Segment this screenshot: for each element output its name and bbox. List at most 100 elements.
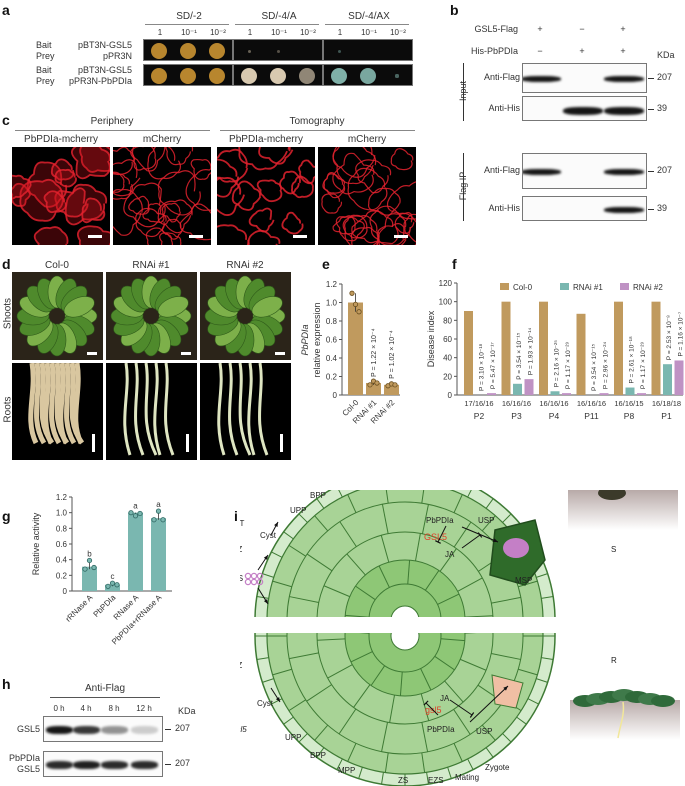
resting-spore: [244, 572, 252, 580]
image-title: mCherry: [142, 134, 182, 145]
fluorescence-image: [113, 147, 211, 245]
resistant-label: R: [611, 656, 617, 665]
root: [163, 363, 175, 456]
epidermal-wall: [467, 490, 472, 498]
y-tick-label: 100: [439, 298, 453, 307]
cell-outline: [113, 147, 135, 175]
cell-ring: [368, 633, 442, 673]
cyst-label: Cyst: [260, 531, 277, 540]
scale-bar: [181, 352, 191, 355]
protein-band: [604, 76, 644, 82]
western-blot: [522, 153, 647, 189]
y-tick-label: 0.8: [56, 524, 68, 533]
group-title: Periphery: [90, 116, 134, 127]
cell-outline: [321, 193, 343, 214]
sample-size-label: 16/16/16: [502, 399, 531, 408]
epidermal-wall: [541, 596, 554, 599]
group-underline: [220, 130, 415, 131]
p-value-annotation: P = 1.16 × 10⁻⁷: [678, 311, 685, 356]
yeast-colony: [180, 43, 196, 59]
inhibition-line: [449, 699, 473, 716]
p-value-annotation: P = 3.10 × 10⁻¹⁸: [479, 343, 486, 391]
cell-outline: [12, 174, 32, 200]
cell-wall: [350, 651, 373, 663]
p-value-annotation: P = 1.17 × 10⁻²⁹: [640, 342, 647, 390]
scale-bar: [92, 434, 95, 452]
cell-wall: [381, 722, 389, 752]
protein-band: [46, 726, 73, 734]
cell-outline: [369, 205, 411, 245]
cell-wall: [421, 722, 429, 752]
cell-outline: [281, 211, 304, 235]
cell-wall: [439, 548, 457, 572]
dilution-label: 1: [337, 28, 343, 37]
p-value-annotation: P = 1.02 × 10⁻⁴: [389, 330, 396, 379]
data-point: [374, 380, 380, 386]
root-photo: [12, 363, 103, 460]
root-cross-section-bot: [254, 633, 556, 786]
epidermal-wall: [485, 498, 494, 509]
cell-wall: [272, 668, 292, 676]
cell-wall: [464, 633, 477, 634]
bar: [464, 311, 473, 395]
data-point: [132, 513, 139, 519]
panel-label-f: f: [452, 256, 457, 272]
lane-sign: −: [579, 24, 585, 34]
group-bracket: [463, 153, 464, 221]
data-point: [367, 382, 373, 388]
scale-bar: [293, 235, 307, 238]
y-tick-label: 1.2: [56, 493, 68, 502]
bait-construct: pBT3N-GSL5: [77, 40, 132, 50]
chart-f-disease-index: 0 20 40 60 80 100 120 Disease index Col-0 RNAi #1…: [426, 279, 685, 421]
cell-wall: [407, 560, 411, 585]
y-tick-label: 0.4: [326, 354, 338, 363]
mating-label: Mating: [455, 773, 479, 782]
kda-value: 39: [657, 202, 668, 213]
time-label: 12 h: [136, 704, 152, 713]
cell-wall: [421, 752, 426, 773]
fluorescence-signal: [217, 147, 315, 245]
inhibition-bar: [469, 712, 475, 718]
dilution-label: 10⁻¹: [361, 28, 377, 37]
scale-bar: [280, 434, 283, 452]
dilution-label: 1: [157, 28, 163, 37]
fluorescence-signal: [321, 147, 416, 245]
root: [73, 363, 84, 445]
kda-label: KDa: [657, 50, 675, 60]
resting-spore: [250, 578, 258, 586]
cell-wall: [338, 708, 357, 735]
epidermal-wall: [502, 733, 512, 743]
epidermal-wall: [536, 678, 548, 683]
cell-outline: [131, 147, 166, 172]
antibody-label: Anti-His: [488, 102, 520, 113]
cell-outline: [54, 168, 77, 188]
ja-label: JA: [440, 694, 450, 703]
x-tick-label: P2: [474, 411, 485, 421]
dilution-label: 10⁻¹: [181, 28, 197, 37]
roots: [217, 363, 269, 456]
lane-sign: +: [620, 24, 626, 34]
cell-wall: [355, 585, 376, 601]
bar: [599, 393, 609, 395]
cell-wall: [420, 693, 430, 721]
cell-wall: [421, 504, 429, 534]
cell-wall: [444, 680, 464, 703]
antibody-label: Anti-Flag: [483, 165, 520, 175]
marker-tick: [165, 729, 171, 730]
bar: [348, 302, 363, 395]
cell-wall: [481, 515, 496, 532]
cell-outline: [43, 190, 67, 214]
cell-ring: [344, 559, 466, 617]
cell-wall: [289, 652, 319, 660]
root-photo: [200, 363, 291, 460]
protein-band: [73, 761, 100, 769]
row-label: GSL5: [16, 764, 40, 774]
usp-label: USP: [478, 516, 494, 525]
condition-label: GSL5-Flag: [474, 24, 518, 34]
legend-swatch: [500, 283, 509, 290]
zs-label: ZS: [398, 776, 408, 785]
cell-wall: [380, 535, 390, 563]
cell-outline: [291, 175, 314, 199]
epidermal-wall: [256, 596, 269, 599]
western-blot: [43, 751, 163, 777]
